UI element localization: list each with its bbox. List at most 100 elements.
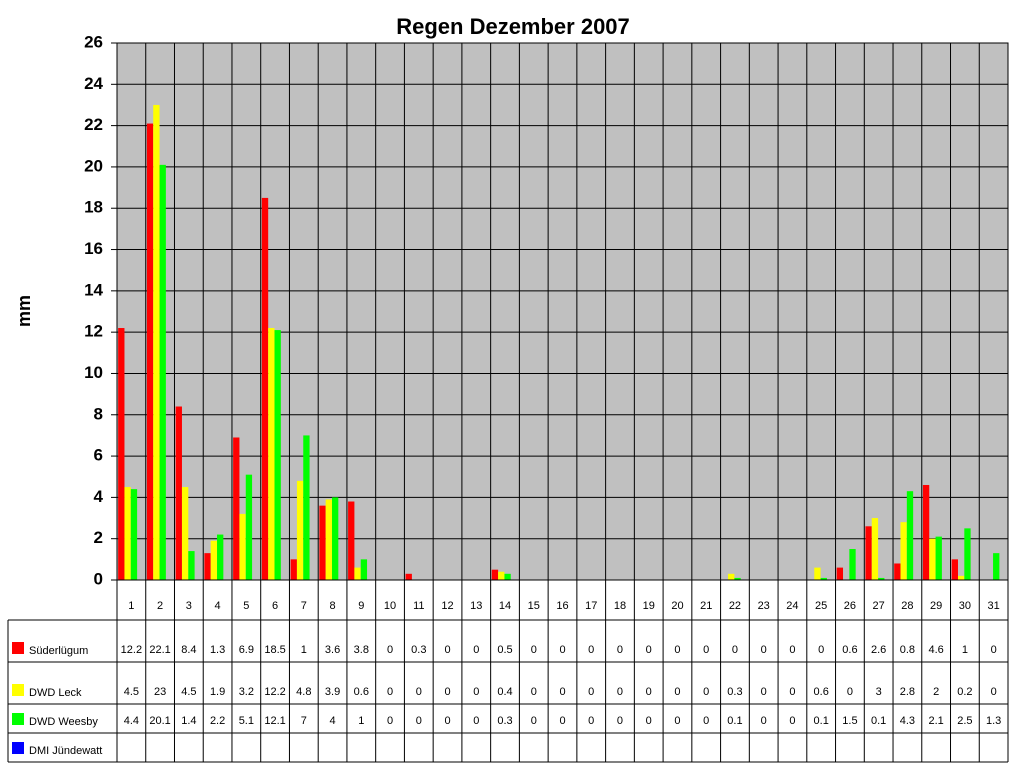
table-value: 0 <box>531 715 537 727</box>
table-value: 0 <box>444 644 450 656</box>
bar <box>268 328 274 580</box>
bar <box>865 526 871 580</box>
table-value: 0 <box>991 644 997 656</box>
bar <box>326 499 332 580</box>
table-value: 0 <box>646 644 652 656</box>
x-tick-label: 13 <box>470 600 482 612</box>
table-value: 2 <box>933 686 939 698</box>
bar <box>504 574 510 580</box>
table-value: 4.3 <box>900 715 915 727</box>
table-value: 0.1 <box>727 715 742 727</box>
table-value: 0 <box>761 715 767 727</box>
x-tick-label: 20 <box>671 600 683 612</box>
bar <box>849 549 855 580</box>
x-tick-label: 25 <box>815 600 827 612</box>
table-value: 2.2 <box>210 715 225 727</box>
table-value: 0 <box>761 686 767 698</box>
y-tick-label: 24 <box>84 74 103 93</box>
bar <box>297 481 303 580</box>
x-tick-label: 24 <box>786 600 798 612</box>
table-value: 3.2 <box>239 686 254 698</box>
table-value: 0.3 <box>727 686 742 698</box>
bar <box>923 485 929 580</box>
bar <box>814 568 820 580</box>
y-tick-label: 10 <box>84 363 103 382</box>
table-value: 4.4 <box>124 715 139 727</box>
legend-label: DWD Weesby <box>29 716 98 728</box>
table-value: 0 <box>617 644 623 656</box>
bar <box>204 553 210 580</box>
x-tick-label: 18 <box>614 600 626 612</box>
table-value: 1.9 <box>210 686 225 698</box>
table-value: 4 <box>330 715 336 727</box>
legend-swatch <box>12 684 24 696</box>
bar <box>901 522 907 580</box>
table-value: 0 <box>732 644 738 656</box>
table-value: 0 <box>703 686 709 698</box>
table-value: 0 <box>847 686 853 698</box>
y-tick-label: 20 <box>84 156 103 175</box>
bar <box>160 165 166 580</box>
x-tick-label: 28 <box>901 600 913 612</box>
table-value: 0 <box>559 644 565 656</box>
bar <box>348 502 354 580</box>
y-axis-label: mm <box>14 295 34 327</box>
table-value: 2.6 <box>871 644 886 656</box>
bar <box>153 105 159 580</box>
table-value: 1 <box>358 715 364 727</box>
table-value: 0 <box>789 715 795 727</box>
bar <box>303 435 309 580</box>
table-value: 0 <box>617 715 623 727</box>
table-value: 4.8 <box>296 686 311 698</box>
x-tick-label: 8 <box>330 600 336 612</box>
table-value: 0 <box>617 686 623 698</box>
table-value: 0 <box>387 715 393 727</box>
table-value: 0.4 <box>497 686 512 698</box>
y-tick-label: 6 <box>94 446 103 465</box>
legend-swatch <box>12 713 24 725</box>
table-value: 0 <box>444 715 450 727</box>
x-tick-label: 29 <box>930 600 942 612</box>
y-tick-label: 2 <box>94 528 103 547</box>
x-tick-label: 11 <box>413 600 424 612</box>
bar <box>952 559 958 580</box>
table-value: 0.6 <box>842 644 857 656</box>
table-value: 1.5 <box>842 715 857 727</box>
bar <box>176 407 182 580</box>
x-tick-label: 10 <box>384 600 396 612</box>
x-tick-label: 22 <box>729 600 741 612</box>
bar <box>262 198 268 580</box>
table-value: 0 <box>416 686 422 698</box>
y-tick-label: 0 <box>94 569 103 588</box>
table-value: 0 <box>761 644 767 656</box>
bar <box>319 506 325 580</box>
table-value: 0.3 <box>497 715 512 727</box>
table-value: 22.1 <box>149 644 170 656</box>
legend-label: Süderlügum <box>29 645 88 657</box>
bar <box>837 568 843 580</box>
table-value: 0 <box>588 686 594 698</box>
table-value: 0 <box>646 686 652 698</box>
table-value: 3.6 <box>325 644 340 656</box>
table-value: 0.3 <box>411 644 426 656</box>
x-tick-label: 21 <box>700 600 712 612</box>
table-value: 0 <box>531 644 537 656</box>
x-tick-label: 9 <box>358 600 364 612</box>
table-value: 12.2 <box>121 644 142 656</box>
y-tick-label: 18 <box>84 198 103 217</box>
table-value: 3.8 <box>354 644 369 656</box>
table-value: 0 <box>789 686 795 698</box>
bar <box>936 537 942 580</box>
table-value: 20.1 <box>149 715 170 727</box>
bar <box>361 559 367 580</box>
table-value: 0 <box>703 715 709 727</box>
table-value: 4.5 <box>181 686 196 698</box>
bar <box>406 574 412 580</box>
bar <box>233 437 239 580</box>
bar <box>246 475 252 580</box>
bar <box>118 328 124 580</box>
bar <box>907 491 913 580</box>
x-tick-label: 31 <box>988 600 1000 612</box>
bar <box>275 330 281 580</box>
table-value: 0 <box>387 644 393 656</box>
